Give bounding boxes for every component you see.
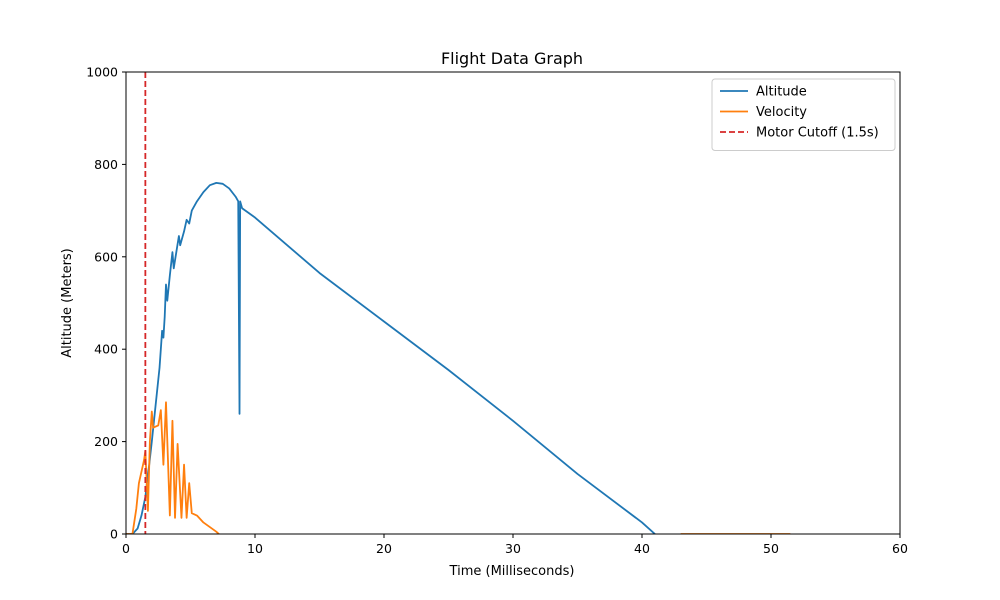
legend-label: Motor Cutoff (1.5s) [756,126,879,141]
x-tick-label: 0 [122,541,130,556]
chart-title: Flight Data Graph [441,49,583,68]
x-tick-label: 10 [247,541,263,556]
x-tick-label: 30 [505,541,521,556]
y-tick-label: 0 [110,527,118,542]
x-tick-label: 20 [376,541,392,556]
y-tick-label: 600 [94,249,118,264]
series-line-altitude [126,181,656,534]
series-group [126,72,791,534]
x-tick-label: 40 [634,541,650,556]
y-tick-label: 1000 [86,65,118,80]
x-axis-label: Time (Milliseconds) [449,564,575,579]
x-tick-label: 60 [892,541,908,556]
legend: Altitude Velocity Motor Cutoff (1.5s) [711,78,896,151]
legend-label: Velocity [756,105,807,120]
y-axis-label: Altitude (Meters) [60,248,75,358]
x-tick-label: 50 [763,541,779,556]
series-line-velocity [126,401,220,534]
legend-box [711,78,896,151]
y-tick-label: 200 [94,434,118,449]
plot-area [126,72,791,534]
y-tick-label: 400 [94,342,118,357]
legend-label: Altitude [756,85,807,100]
y-tick-label: 800 [94,157,118,172]
